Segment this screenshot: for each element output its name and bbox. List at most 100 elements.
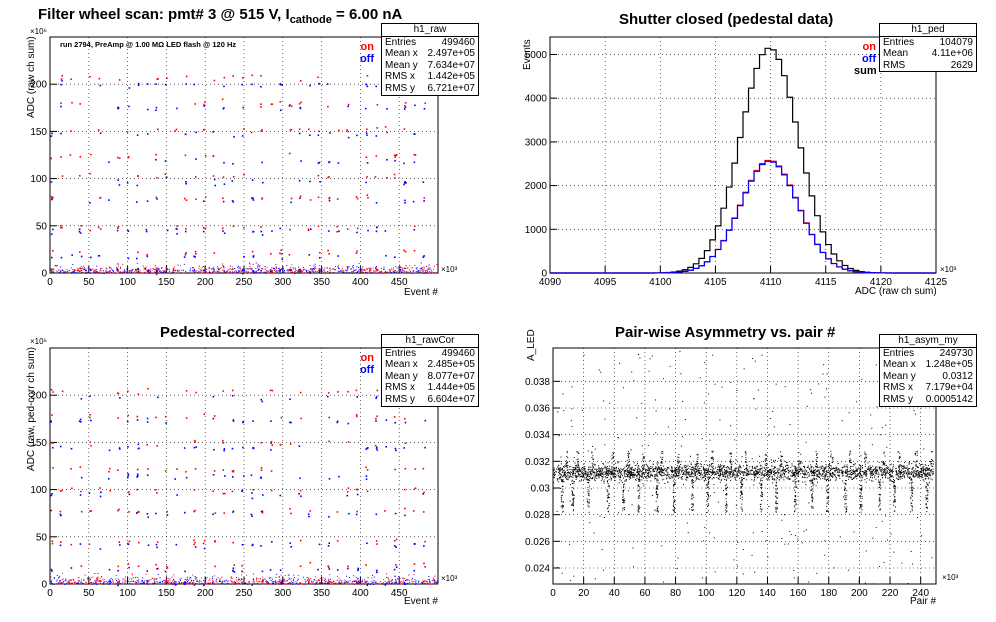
data-point	[694, 471, 696, 473]
data-point	[73, 580, 75, 582]
data-point	[302, 269, 304, 271]
data-point	[312, 269, 314, 271]
data-point	[635, 479, 637, 481]
data-point	[375, 540, 378, 542]
data-point	[62, 583, 64, 585]
data-point	[202, 200, 205, 203]
data-point	[844, 472, 846, 474]
data-point	[327, 249, 329, 252]
data-point	[109, 270, 111, 272]
data-point	[841, 475, 843, 477]
data-point	[357, 579, 359, 581]
x-tick-label: 200	[197, 277, 214, 288]
data-point	[125, 576, 127, 578]
data-point	[296, 270, 298, 272]
data-point	[657, 469, 659, 471]
data-point	[410, 271, 412, 273]
data-point	[146, 421, 149, 423]
data-point	[164, 173, 167, 176]
data-point	[318, 130, 320, 133]
data-point	[80, 270, 82, 272]
data-point	[199, 269, 201, 271]
data-point	[582, 476, 584, 478]
data-point	[606, 469, 608, 471]
data-point	[797, 481, 799, 483]
data-point	[601, 476, 603, 478]
data-point	[903, 473, 905, 475]
data-point	[653, 468, 655, 470]
data-point	[854, 462, 856, 464]
data-point	[667, 481, 669, 483]
data-point	[756, 470, 758, 472]
data-point	[628, 478, 630, 480]
data-point	[929, 469, 931, 471]
data-point	[816, 478, 818, 480]
data-point	[172, 583, 174, 585]
data-point	[77, 582, 79, 584]
data-point	[392, 272, 394, 274]
data-point	[819, 473, 821, 475]
data-point	[78, 580, 80, 582]
data-point	[408, 574, 410, 576]
data-point	[346, 269, 348, 271]
stats-name: h1_ped	[880, 24, 976, 37]
stats-row: Mean y 7.634e+07	[385, 59, 475, 71]
data-point	[327, 176, 330, 179]
data-point	[573, 481, 575, 483]
data-point	[261, 511, 264, 514]
data-point	[700, 464, 702, 466]
data-point	[869, 467, 871, 469]
data-point	[222, 269, 224, 271]
data-point	[652, 466, 654, 468]
data-point	[818, 470, 820, 472]
data-point	[675, 475, 677, 477]
data-point	[869, 470, 871, 472]
data-point	[203, 266, 205, 268]
data-point	[60, 266, 62, 268]
data-point	[231, 476, 234, 478]
data-point	[303, 272, 305, 274]
data-point	[376, 270, 378, 272]
data-point	[144, 268, 146, 270]
data-point	[924, 474, 926, 476]
data-point	[804, 467, 806, 469]
data-point	[279, 270, 281, 272]
data-point	[119, 271, 121, 273]
data-point	[146, 83, 149, 85]
data-point	[679, 476, 681, 478]
data-point	[306, 577, 308, 579]
data-point	[136, 475, 139, 477]
data-point	[364, 269, 366, 271]
data-point	[267, 270, 269, 272]
data-point	[298, 492, 300, 495]
data-point	[309, 134, 311, 137]
data-point	[426, 269, 428, 271]
x-tick-label: 450	[391, 588, 408, 599]
data-point	[582, 475, 584, 477]
data-point	[167, 583, 169, 585]
data-point	[862, 466, 864, 468]
data-point	[318, 265, 320, 267]
data-point	[826, 471, 828, 473]
data-point	[870, 470, 872, 472]
data-point	[155, 106, 158, 109]
data-point	[324, 270, 326, 272]
data-point	[595, 468, 597, 470]
data-point	[656, 476, 658, 478]
data-point	[711, 466, 713, 468]
data-point	[106, 271, 108, 273]
data-point	[587, 471, 589, 473]
data-point	[253, 581, 255, 583]
data-point	[231, 269, 233, 271]
data-point	[877, 476, 879, 478]
data-point	[719, 469, 721, 471]
data-point	[222, 469, 225, 471]
data-point	[429, 271, 431, 273]
data-point	[699, 468, 701, 470]
data-point	[203, 584, 205, 587]
data-point	[278, 270, 280, 272]
data-point	[919, 471, 921, 473]
data-point	[80, 510, 83, 513]
data-point	[708, 477, 710, 479]
data-point	[830, 475, 832, 477]
